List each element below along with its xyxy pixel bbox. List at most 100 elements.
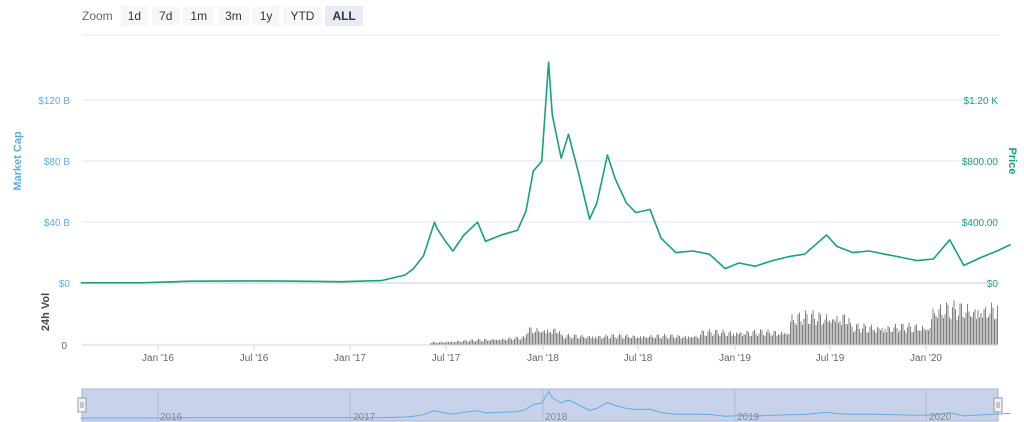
volume-bar — [430, 343, 431, 345]
volume-bar — [733, 333, 734, 345]
volume-bar — [659, 337, 661, 345]
volume-bar — [541, 332, 542, 345]
volume-bar — [443, 342, 445, 345]
volume-bar — [899, 330, 901, 345]
volume-bar — [976, 319, 977, 345]
volume-bar — [923, 328, 925, 345]
volume-bar — [532, 333, 533, 345]
volume-bar — [895, 323, 896, 345]
volume-bar — [538, 331, 539, 345]
volume-bar — [859, 329, 860, 345]
volume-bar — [487, 340, 488, 345]
volume-bar — [502, 338, 503, 345]
volume-bar — [647, 337, 649, 345]
volume-bar — [734, 336, 736, 345]
volume-bar — [493, 339, 494, 345]
navigator-series — [80, 390, 1011, 419]
volume-axis-title: 24h Vol — [40, 293, 52, 331]
volume-bar — [454, 341, 455, 345]
volume-bar — [619, 333, 620, 345]
volume-bar — [649, 336, 650, 345]
volume-bar — [874, 330, 875, 345]
zoom-3m-button[interactable]: 3m — [218, 6, 249, 26]
volume-bar — [917, 330, 919, 345]
volume-bar — [458, 340, 460, 345]
volume-bar — [710, 332, 712, 345]
navigator-right-handle[interactable] — [993, 397, 1003, 413]
navigator-left-handle[interactable] — [77, 397, 87, 413]
volume-bar — [518, 339, 520, 345]
volume-bar — [943, 318, 944, 345]
volume-bar — [607, 336, 608, 345]
volume-bar — [479, 339, 481, 345]
volume-bars — [430, 300, 998, 345]
volume-bar — [844, 314, 845, 345]
volume-bar — [580, 336, 581, 345]
volume-bar — [625, 335, 626, 345]
zoom-all-button[interactable]: ALL — [325, 6, 363, 26]
volume-bar — [626, 334, 628, 345]
volume-bar — [496, 339, 497, 345]
volume-bar — [757, 336, 758, 345]
volume-bar — [947, 304, 949, 345]
volume-bar — [539, 332, 541, 345]
volume-bar — [806, 314, 808, 345]
volume-bar — [811, 314, 812, 345]
volume-bar — [949, 317, 950, 345]
volume-bar — [488, 340, 490, 345]
volume-bar — [851, 326, 853, 345]
volume-bar — [586, 338, 587, 345]
volume-bar — [688, 336, 689, 345]
zoom-1d-button[interactable]: 1d — [120, 6, 149, 26]
zoom-ytd-button[interactable]: YTD — [283, 6, 322, 26]
volume-bar — [901, 323, 902, 345]
zoom-7d-button[interactable]: 7d — [152, 6, 180, 26]
volume-bar — [776, 335, 778, 345]
volume-bar — [971, 317, 973, 345]
volume-bar — [850, 323, 851, 345]
volume-bar — [589, 336, 590, 345]
volume-bar — [886, 332, 887, 345]
volume-bar — [622, 338, 623, 345]
x-tick-label: Jan '19 — [719, 353, 751, 364]
volume-bar — [985, 307, 986, 345]
volume-bar — [916, 324, 917, 345]
volume-bar — [929, 327, 931, 345]
volume-bar — [740, 332, 742, 345]
volume-bar — [451, 341, 452, 345]
volume-bar — [593, 338, 595, 345]
zoom-1m-button[interactable]: 1m — [183, 6, 215, 26]
volume-bar — [911, 332, 913, 345]
volume-bar — [730, 331, 731, 345]
zoom-1y-button[interactable]: 1y — [252, 6, 280, 26]
volume-bar — [866, 332, 868, 345]
volume-bar — [685, 335, 686, 345]
volume-bar — [599, 335, 601, 345]
volume-bar — [511, 339, 512, 345]
volume-bar — [755, 333, 757, 345]
volume-bar — [974, 309, 976, 345]
volume-bar — [631, 338, 632, 345]
volume-bar — [478, 338, 479, 345]
volume-bar — [932, 308, 934, 345]
volume-bar — [689, 337, 691, 345]
navigator-window[interactable] — [81, 388, 999, 422]
volume-bar — [800, 321, 802, 345]
volume-bar — [563, 338, 565, 345]
volume-bar — [559, 331, 560, 345]
volume-bar — [623, 338, 625, 345]
volume-bar — [667, 338, 668, 345]
volume-bar — [815, 325, 817, 345]
volume-bar — [448, 341, 449, 345]
navigator-year-label: 2016 — [160, 412, 183, 422]
volume-bar — [542, 331, 544, 345]
volume-bar — [628, 337, 629, 345]
volume-bar — [550, 331, 551, 345]
volume-bar — [988, 316, 989, 345]
volume-bar — [931, 319, 932, 345]
volume-bar — [830, 322, 832, 345]
volume-bar — [778, 334, 779, 345]
volume-bar — [977, 310, 979, 345]
volume-bar — [565, 338, 566, 345]
x-tick-label: Jul '16 — [240, 353, 269, 364]
